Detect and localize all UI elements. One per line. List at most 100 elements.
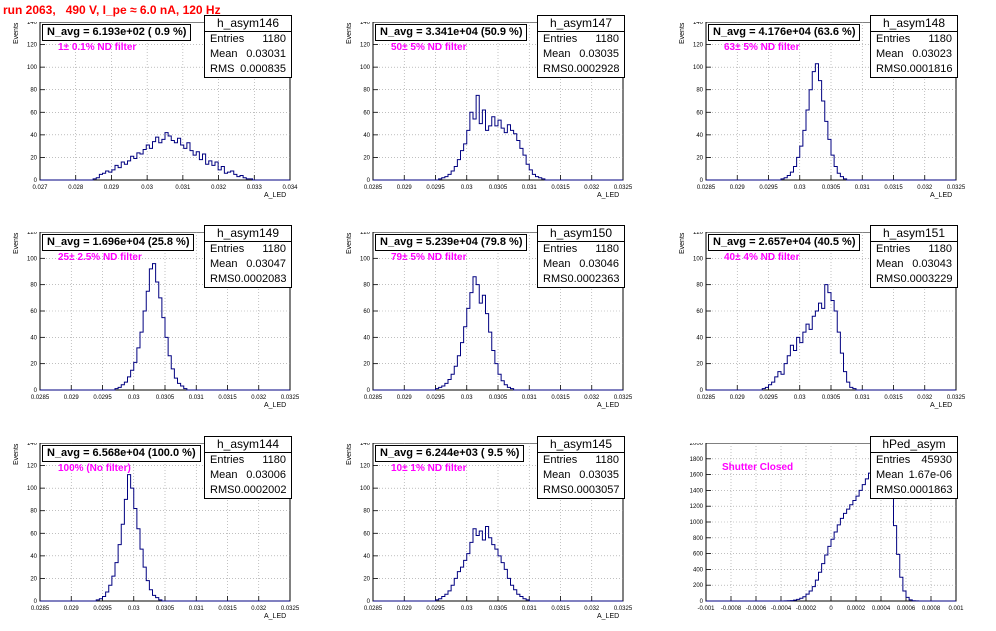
y-tick-label: 60	[30, 309, 37, 315]
y-tick-label: 140	[693, 22, 704, 26]
x-tick-label: 0.0295	[426, 185, 445, 191]
y-tick-label: 60	[363, 309, 370, 315]
stat-box: h_asym144 Entries 1180 Mean 0.03006 RMS 0.0002…	[204, 436, 292, 499]
x-axis-label: A_LED	[597, 613, 620, 620]
stat-row-entries: Entries 1180	[205, 32, 291, 47]
x-tick-label: 0.0305	[822, 185, 841, 191]
y-tick-label: 20	[30, 576, 37, 582]
stat-label: Entries	[210, 33, 245, 45]
y-tick-label: 1800	[690, 457, 704, 463]
stat-row-mean: Mean 0.03035	[538, 468, 624, 483]
y-axis-label: Events	[13, 232, 20, 254]
y-axis-label: Events	[346, 232, 353, 254]
navg-label: N_avg = 3.341e+04 (50.9 %)	[375, 24, 528, 41]
x-tick-label: 0.0305	[489, 606, 508, 612]
x-tick-label: 0.0285	[364, 606, 383, 612]
x-axis-label: A_LED	[930, 402, 953, 409]
stat-row-rms: RMS 0.000835	[205, 62, 291, 77]
navg-label: N_avg = 6.244e+03 ( 9.5 %)	[375, 445, 525, 462]
y-tick-label: 120	[360, 232, 371, 236]
y-axis-label: Events	[346, 443, 353, 465]
stat-value: 1180	[595, 243, 619, 255]
y-tick-label: 0	[700, 178, 704, 184]
stat-box: h_asym145 Entries 1180 Mean 0.03035 RMS 0.0003…	[537, 436, 625, 499]
stat-row-mean: Mean 0.03046	[538, 257, 624, 272]
histogram-name: h_asym146	[205, 16, 291, 32]
x-tick-label: 0.0305	[156, 395, 175, 401]
stat-value: 0.000835	[240, 63, 286, 75]
stat-row-entries: Entries 1180	[538, 242, 624, 257]
stat-value: 1.67e-06	[908, 469, 952, 481]
stat-value: 1180	[262, 33, 286, 45]
stat-label: Mean	[210, 48, 238, 60]
stat-value: 45930	[921, 454, 952, 466]
x-tick-label: 0.0004	[872, 606, 891, 612]
x-tick-label: 0.0295	[426, 606, 445, 612]
y-tick-label: 200	[693, 583, 704, 589]
y-tick-label: 0	[34, 388, 38, 394]
navg-label: N_avg = 2.657e+04 (40.5 %)	[708, 234, 861, 251]
histogram-name: h_asym149	[205, 226, 291, 242]
x-tick-label: 0.0008	[922, 606, 941, 612]
stat-row-rms: RMS 0.0002363	[538, 272, 624, 287]
filter-annotation: 1± 0.1% ND filter	[58, 42, 137, 53]
y-axis-label: Events	[346, 22, 353, 44]
x-tick-label: 0.03	[128, 606, 140, 612]
histogram-series-line	[706, 284, 956, 391]
x-tick-label: -0.001	[697, 606, 715, 612]
y-tick-label: 60	[30, 110, 37, 116]
histogram-name: h_asym148	[871, 16, 957, 32]
stat-row-rms: RMS 0.0002083	[205, 272, 291, 287]
x-tick-label: 0.027	[32, 185, 48, 191]
stat-row-mean: Mean 0.03006	[205, 468, 291, 483]
x-tick-label: 0.0325	[614, 606, 633, 612]
filter-annotation: 50± 5% ND filter	[391, 42, 467, 53]
x-tick-label: 0.029	[104, 185, 120, 191]
y-tick-label: 40	[696, 335, 703, 341]
histogram-name: h_asym151	[871, 226, 957, 242]
y-axis-label: Events	[13, 22, 20, 44]
histogram-series-line	[706, 63, 956, 181]
x-tick-label: 0.032	[917, 185, 933, 191]
x-tick-label: 0.032	[584, 395, 600, 401]
y-tick-label: 80	[30, 283, 37, 289]
y-tick-label: 40	[30, 133, 37, 139]
y-tick-label: 40	[30, 554, 37, 560]
stat-row-entries: Entries 45930	[871, 453, 957, 468]
stat-row-entries: Entries 1180	[538, 453, 624, 468]
stat-label: Mean	[210, 258, 238, 270]
y-tick-label: 100	[693, 256, 704, 262]
y-axis-label: Events	[679, 22, 686, 44]
stat-row-mean: Mean 0.03047	[205, 257, 291, 272]
y-tick-label: 0	[700, 388, 704, 394]
stat-box: h_asym147 Entries 1180 Mean 0.03035 RMS 0.0002…	[537, 15, 625, 78]
y-tick-label: 40	[30, 335, 37, 341]
stat-row-rms: RMS 0.0003229	[871, 272, 957, 287]
filter-annotation: 79± 5% ND filter	[391, 252, 467, 263]
stat-row-rms: RMS 0.0001816	[871, 62, 957, 77]
stat-value: 0.0002083	[234, 273, 287, 285]
x-axis-label: A_LED	[597, 192, 620, 199]
navg-label: N_avg = 6.193e+02 ( 0.9 %)	[42, 24, 192, 41]
x-tick-label: 0.0285	[697, 185, 716, 191]
x-tick-label: 0.0305	[489, 395, 508, 401]
stat-label: Entries	[543, 454, 578, 466]
y-tick-label: 40	[363, 133, 370, 139]
histogram-name: h_asym145	[538, 437, 624, 453]
y-tick-label: 100	[27, 486, 38, 492]
stat-row-entries: Entries 1180	[538, 32, 624, 47]
histogram-h_asym148: 0.0285 0.029 0.0295 0.03 0.0305 0.031 0.0315 0.…	[676, 15, 986, 210]
x-tick-label: 0.03	[794, 395, 806, 401]
filter-annotation: Shutter Closed	[722, 462, 794, 473]
x-tick-label: 0.0315	[551, 395, 570, 401]
x-tick-label: 0.03	[128, 395, 140, 401]
filter-annotation: 40± 4% ND filter	[724, 252, 800, 263]
y-tick-label: 20	[30, 362, 37, 368]
filter-annotation: 10± 1% ND filter	[391, 463, 467, 474]
x-tick-label: 0.0285	[31, 395, 50, 401]
stat-box: h_asym151 Entries 1180 Mean 0.03043 RMS 0.0003…	[870, 225, 958, 288]
y-tick-label: 0	[700, 599, 704, 605]
y-tick-label: 120	[27, 43, 38, 49]
y-tick-label: 100	[360, 256, 371, 262]
